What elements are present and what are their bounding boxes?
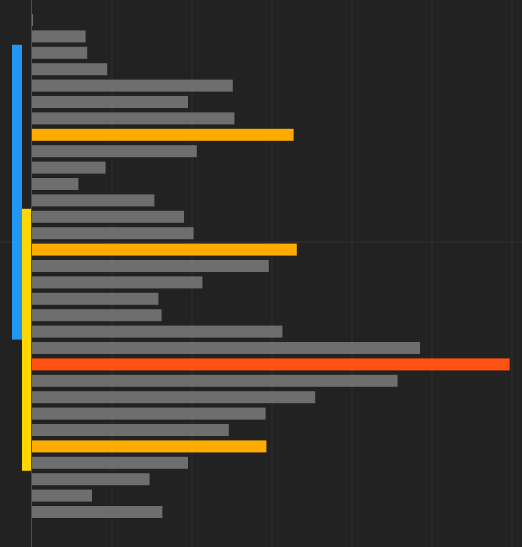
bar — [32, 489, 92, 502]
bar — [32, 227, 194, 240]
bar — [32, 112, 235, 125]
bar — [32, 292, 159, 305]
bar — [32, 96, 188, 108]
bar — [32, 30, 86, 43]
bar — [32, 128, 294, 141]
bar — [32, 456, 188, 469]
bar — [32, 145, 197, 158]
bar — [32, 407, 266, 420]
bar — [32, 210, 184, 223]
bar — [32, 358, 510, 371]
bar — [32, 79, 233, 92]
bar — [32, 14, 33, 26]
range-marker — [22, 208, 32, 471]
bar — [32, 374, 398, 387]
bar — [32, 178, 79, 190]
bar — [32, 342, 420, 354]
bar — [32, 391, 316, 404]
bar — [32, 46, 88, 59]
bar — [32, 325, 283, 338]
bar — [32, 276, 203, 289]
bar — [32, 63, 108, 76]
range-markers — [12, 44, 32, 471]
bar — [32, 243, 297, 256]
bar — [32, 424, 229, 436]
bars — [32, 14, 510, 518]
range-marker — [12, 44, 22, 340]
bar — [32, 194, 155, 207]
bar — [32, 440, 267, 453]
bar — [32, 506, 163, 518]
bar — [32, 473, 150, 486]
bar — [32, 309, 162, 322]
bar — [32, 260, 269, 272]
bar — [32, 161, 106, 174]
